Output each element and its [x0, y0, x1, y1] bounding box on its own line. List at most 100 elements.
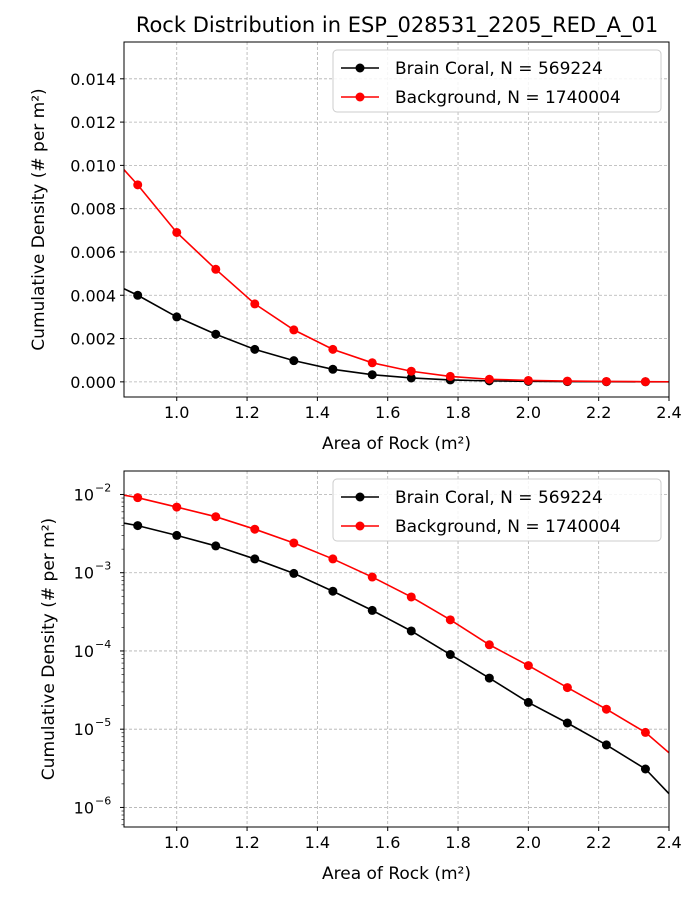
data-point: [484, 374, 494, 384]
y-tick-exponent: −3: [95, 560, 111, 573]
data-point: [250, 299, 260, 309]
data-point: [289, 568, 299, 578]
x-tick-label: 2.0: [516, 833, 541, 852]
data-point: [289, 325, 299, 335]
data-point: [640, 764, 650, 774]
data-point: [601, 704, 611, 714]
legend-marker: [355, 492, 365, 502]
panel-log: 1.0 1.2 1.4 1.6 1.8 2.0 2.2 2.410−610−510−410−3…: [39, 470, 682, 884]
data-point: [523, 375, 533, 385]
data-point: [640, 377, 650, 387]
legend-marker: [355, 92, 365, 102]
y-tick-label: 0.014: [70, 70, 116, 89]
legend-label: Background, N = 1740004: [395, 517, 621, 537]
data-point: [445, 650, 455, 660]
legend-item: Brain Coral, N = 569224: [341, 59, 603, 79]
legend-frame: [332, 478, 662, 542]
data-point: [250, 554, 260, 564]
data-point: [367, 605, 377, 615]
data-point: [250, 344, 260, 354]
data-point: [250, 524, 260, 534]
x-tick-label: 1.2: [234, 403, 259, 422]
legend-label: Brain Coral, N = 569224: [395, 488, 603, 508]
x-axis-label: Area of Rock (m²): [322, 434, 471, 454]
data-point: [445, 371, 455, 381]
axes-frame: [123, 41, 670, 398]
y-tick-exponent: −4: [95, 638, 111, 651]
x-tick-label: 1.0: [164, 833, 189, 852]
series-brain-coral: [124, 288, 669, 387]
series-brain-coral: [124, 521, 669, 795]
x-tick-label: 2.2: [586, 403, 611, 422]
y-axis-label: Cumulative Density (# per m²): [29, 88, 49, 350]
y-tick-label: 0.000: [70, 373, 116, 392]
y-tick-exponent: −5: [95, 716, 111, 729]
x-tick-label: 2.4: [656, 833, 681, 852]
data-point: [211, 541, 221, 551]
data-point: [211, 264, 221, 274]
data-point: [406, 366, 416, 376]
x-axis-label: Area of Rock (m²): [322, 864, 471, 884]
x-tick-label: 1.8: [445, 833, 470, 852]
data-point: [445, 615, 455, 625]
data-point: [133, 521, 143, 531]
series-background: [124, 493, 669, 754]
plot-area: [124, 493, 669, 795]
data-point: [328, 364, 338, 374]
y-tick-label: 10: [74, 642, 94, 661]
data-point: [562, 683, 572, 693]
data-point: [289, 538, 299, 548]
y-tick-label: 10: [74, 485, 94, 504]
data-point: [328, 586, 338, 596]
y-tick-label: 0.010: [70, 156, 116, 175]
series-line: [124, 494, 669, 754]
series-line: [124, 522, 669, 795]
series-line: [124, 169, 669, 383]
y-tick-exponent: −2: [95, 481, 111, 494]
data-point: [133, 180, 143, 190]
series-background: [124, 169, 669, 387]
data-point: [289, 356, 299, 366]
legend-label: Brain Coral, N = 569224: [395, 59, 603, 79]
figure-title: Rock Distribution in ESP_028531_2205_RED…: [136, 13, 658, 38]
y-tick-label: 10: [74, 798, 94, 817]
data-point: [406, 592, 416, 602]
legend-frame: [332, 49, 662, 113]
x-tick-label: 1.4: [305, 403, 330, 422]
y-tick-label: 0.012: [70, 113, 116, 132]
data-point: [367, 572, 377, 582]
y-tick-exponent: −6: [95, 794, 111, 807]
x-tick-label: 1.6: [375, 403, 400, 422]
data-point: [172, 530, 182, 540]
data-point: [328, 344, 338, 354]
data-point: [484, 640, 494, 650]
data-point: [172, 312, 182, 322]
data-point: [484, 673, 494, 683]
data-point: [211, 329, 221, 339]
data-point: [523, 697, 533, 707]
plot-area: [124, 169, 669, 387]
data-point: [211, 512, 221, 522]
data-point: [328, 554, 338, 564]
x-tick-label: 1.0: [164, 403, 189, 422]
legend-item: Background, N = 1740004: [341, 88, 621, 108]
x-tick-label: 1.8: [445, 403, 470, 422]
data-point: [133, 290, 143, 300]
legend: Brain Coral, N = 569224 Background, N = 1…: [332, 478, 662, 542]
y-tick-label: 10: [74, 564, 94, 583]
legend-marker: [355, 521, 365, 531]
x-tick-label: 1.2: [234, 833, 259, 852]
x-tick-label: 2.4: [656, 403, 681, 422]
data-point: [523, 661, 533, 671]
y-tick-label: 0.004: [70, 286, 116, 305]
data-point: [562, 376, 572, 386]
data-point: [367, 370, 377, 380]
y-axis-label: Cumulative Density (# per m²): [39, 518, 59, 780]
x-tick-label: 1.4: [305, 833, 330, 852]
x-tick-label: 2.0: [516, 403, 541, 422]
data-point: [601, 376, 611, 386]
data-point: [172, 227, 182, 237]
data-point: [640, 727, 650, 737]
data-point: [601, 740, 611, 750]
